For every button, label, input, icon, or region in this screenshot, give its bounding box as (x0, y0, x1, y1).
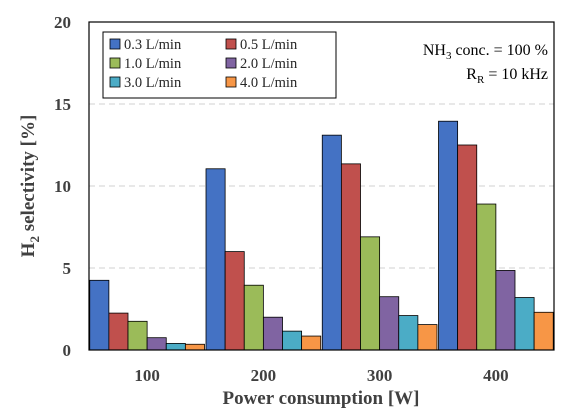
bar (438, 120, 459, 351)
bar (398, 315, 419, 351)
annotation-repetition-rate: RR = 10 kHz (466, 66, 548, 86)
bar (514, 297, 535, 351)
bar (301, 335, 322, 351)
annotation-rr-main: R (466, 66, 477, 83)
y-tick-label: 5 (63, 259, 72, 278)
annotation-nh3-main: NH (423, 42, 447, 59)
legend-label: 2.0 L/min (240, 56, 298, 72)
bar (533, 311, 554, 351)
plot-area-border (88, 21, 555, 351)
bars (89, 120, 554, 351)
annotation-nh3-concentration: NH3 conc. = 100 % (423, 42, 548, 62)
y-axis-title-main: H (18, 242, 39, 257)
x-tick-label: 400 (483, 366, 509, 385)
gridlines (89, 103, 554, 269)
y-axis-title: H2 selectivity [%] (18, 115, 42, 258)
legend-entries: 0.3 L/min 0.5 L/min 1.0 L/min 2.0 L/min 3.0 … (109, 37, 298, 91)
legend-label: 3.0 L/min (124, 75, 182, 91)
bar (243, 284, 264, 351)
bar (417, 324, 438, 351)
bar (379, 296, 400, 351)
y-tick-label: 0 (63, 341, 72, 360)
bar (476, 203, 497, 351)
legend: 0.3 L/min 0.5 L/min 1.0 L/min 2.0 L/min 3.0 … (102, 31, 337, 99)
y-tick-label: 15 (54, 95, 71, 114)
bar (108, 312, 129, 351)
y-axis-title-subscript: 2 (27, 236, 42, 243)
legend-swatch (225, 76, 237, 88)
y-tick-label: 20 (54, 13, 71, 32)
bar (262, 316, 283, 351)
x-tick-label: 100 (134, 366, 160, 385)
x-axis-title: Power consumption [W] (222, 388, 419, 409)
legend-label: 4.0 L/min (240, 75, 298, 91)
annotation-nh3-subscript: 3 (446, 50, 452, 62)
bar (457, 144, 478, 351)
legend-label: 1.0 L/min (124, 56, 182, 72)
x-tick-label: 200 (251, 366, 277, 385)
bar (146, 337, 167, 351)
bar (360, 236, 381, 351)
legend-swatch (109, 57, 121, 69)
legend-box (102, 31, 337, 99)
y-axis-title-rest: selectivity [%] (18, 115, 39, 236)
bar (165, 343, 186, 351)
bar (495, 270, 516, 351)
legend-label: 0.5 L/min (240, 37, 298, 53)
legend-label: 0.3 L/min (124, 37, 182, 53)
y-tick-labels: 0 5 10 15 20 (54, 13, 71, 360)
bar (89, 279, 110, 351)
annotation-rr-rest: = 10 kHz (484, 66, 548, 83)
bar (321, 134, 342, 351)
annotation-nh3-rest: conc. = 100 % (451, 42, 548, 59)
bar (184, 343, 205, 351)
y-tick-label: 10 (54, 177, 71, 196)
legend-swatch (225, 38, 237, 50)
x-tick-labels: 100 200 300 400 (134, 366, 508, 385)
legend-swatch (109, 76, 121, 88)
bar (205, 168, 226, 351)
bar (340, 163, 361, 351)
bar (127, 320, 148, 351)
annotation-rr-subscript: R (477, 74, 485, 86)
x-tick-label: 300 (367, 366, 393, 385)
bar (282, 330, 303, 351)
annotation: NH3 conc. = 100 % RR = 10 kHz (423, 42, 548, 86)
legend-swatch (109, 38, 121, 50)
legend-swatch (225, 57, 237, 69)
bar (224, 251, 245, 351)
